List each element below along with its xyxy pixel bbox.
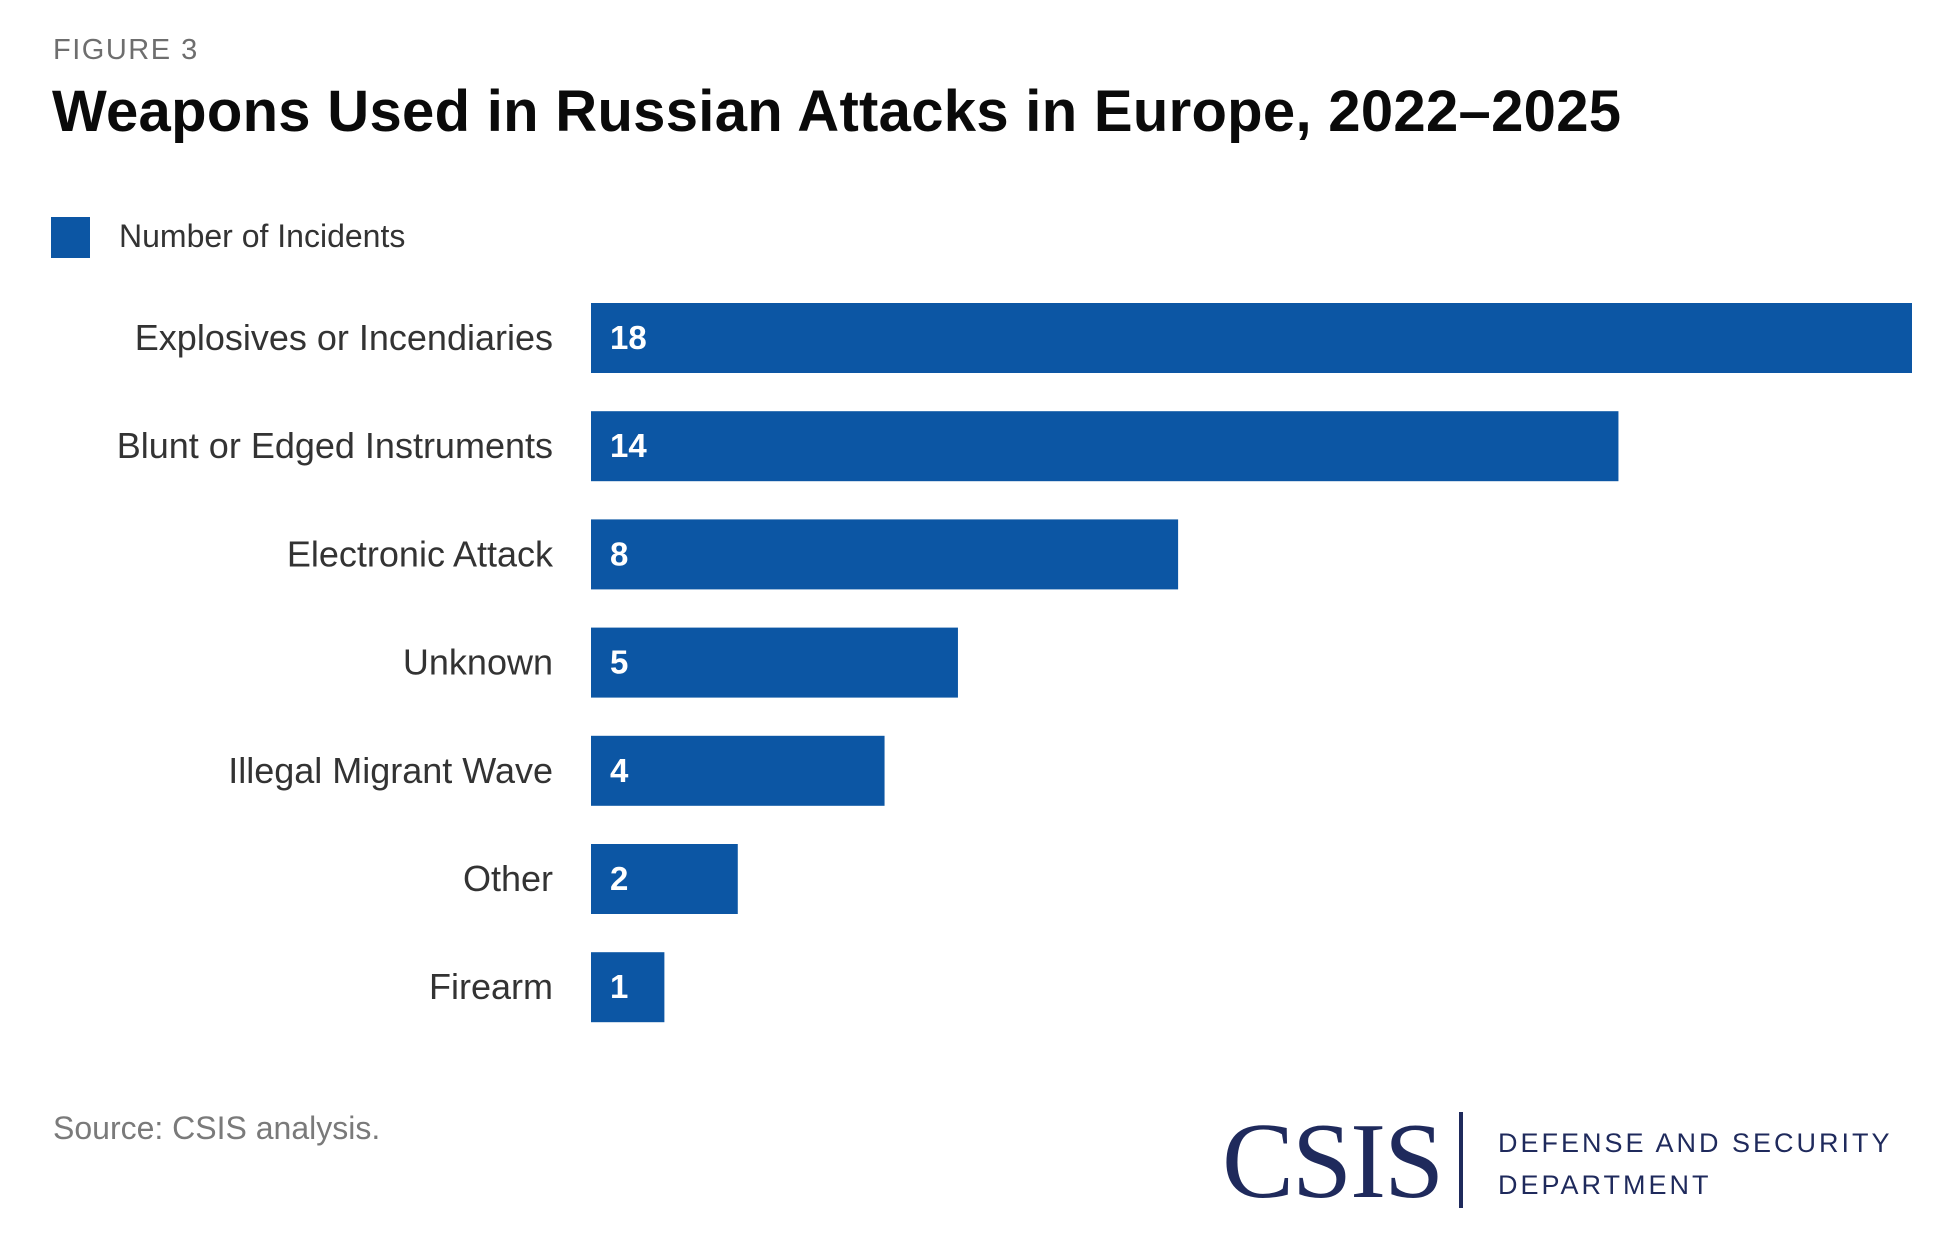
value-label: 8 (610, 535, 628, 572)
category-label: Firearm (429, 966, 553, 1007)
chart-title: Weapons Used in Russian Attacks in Europ… (52, 79, 1622, 144)
value-label: 5 (610, 644, 628, 681)
bar-5 (591, 844, 738, 914)
source-note: Source: CSIS analysis. (53, 1110, 381, 1146)
category-label: Unknown (403, 642, 553, 683)
legend-swatch (51, 217, 90, 258)
department-line-2: DEPARTMENT (1498, 1170, 1712, 1200)
category-label: Blunt or Edged Instruments (117, 425, 553, 466)
category-label: Electronic Attack (287, 533, 554, 574)
bar-1 (591, 411, 1619, 482)
value-label: 1 (610, 968, 628, 1005)
figure-label: FIGURE 3 (53, 34, 199, 66)
bar-3 (591, 627, 958, 698)
category-label: Explosives or Incendiaries (135, 317, 553, 358)
value-label: 14 (610, 427, 647, 464)
value-label: 2 (610, 860, 628, 897)
bar-6 (591, 952, 665, 1023)
category-label: Illegal Migrant Wave (228, 750, 553, 791)
category-label: Other (463, 858, 553, 899)
value-label: 18 (610, 319, 647, 356)
value-label: 4 (610, 752, 629, 789)
bar-0 (591, 303, 1912, 373)
bar-2 (591, 519, 1179, 590)
logo-divider (1459, 1112, 1463, 1208)
legend-label: Number of Incidents (119, 218, 406, 254)
bar-4 (591, 735, 885, 806)
csis-logo: CSIS (1222, 1102, 1444, 1221)
department-line-1: DEFENSE AND SECURITY (1498, 1128, 1893, 1158)
